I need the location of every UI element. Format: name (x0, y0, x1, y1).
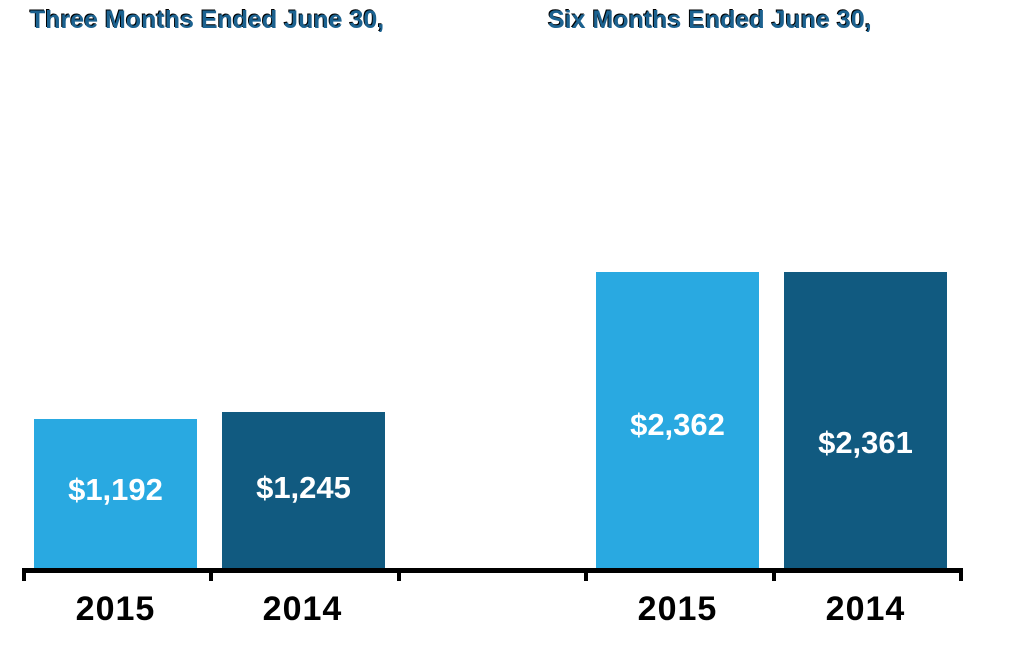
x-axis-tick (584, 568, 588, 581)
chart-title-three-months: Three Months Ended June 30, (30, 6, 385, 34)
chart-title-six-months: Six Months Ended June 30, (548, 6, 872, 34)
x-axis-tick (397, 568, 401, 581)
bar-value-label: $2,361 (818, 425, 913, 460)
x-axis-line (22, 568, 963, 573)
bar-2014-group2: $2,361 (784, 272, 947, 568)
x-axis-tick (772, 568, 776, 581)
x-axis-tick (22, 568, 26, 581)
bar-value-label: $1,192 (68, 472, 163, 507)
x-axis-tick (209, 568, 213, 581)
x-axis-label-2014-group2: 2014 (825, 590, 906, 628)
x-axis-label-2015-group1: 2015 (75, 590, 156, 628)
x-axis-label-2014-group1: 2014 (262, 590, 343, 628)
x-axis-label-2015-group2: 2015 (637, 590, 718, 628)
x-axis-tick (959, 568, 963, 581)
bar-2015-group2: $2,362 (596, 272, 759, 568)
bar-2015-group1: $1,192 (34, 419, 197, 568)
bar-2014-group1: $1,245 (222, 412, 385, 568)
bar-value-label: $1,245 (256, 470, 351, 505)
bar-value-label: $2,362 (630, 407, 725, 442)
